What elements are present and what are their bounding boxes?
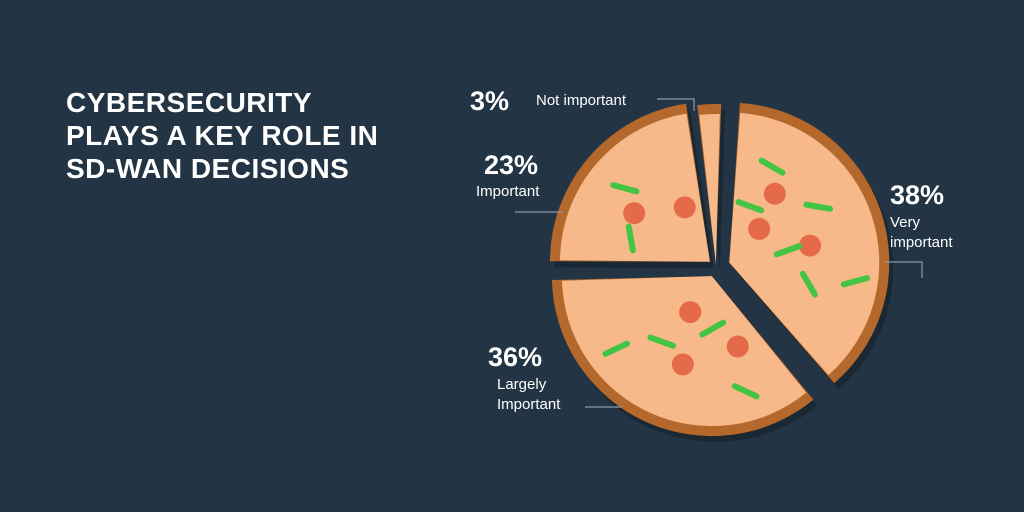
slice-percent-label: 23% <box>484 150 538 180</box>
herb-topping <box>731 383 760 400</box>
title-line-1: CYBERSECURITY <box>66 87 313 118</box>
title-line-3: SD-WAN DECISIONS <box>66 153 350 184</box>
pepperoni-topping <box>673 196 696 219</box>
herb-topping <box>840 275 870 288</box>
leader-line <box>657 98 695 111</box>
slice-label: 36% Largely Important <box>488 342 622 413</box>
herb-topping <box>803 201 834 212</box>
slice-category-label: Important <box>497 396 561 413</box>
herb-topping <box>647 334 677 349</box>
slice-label: 3% Not important <box>470 86 695 116</box>
slice-category-label: Not important <box>536 92 627 109</box>
slice-label: 38% Very important <box>885 180 953 278</box>
leader-line <box>885 261 923 278</box>
slice-category-label: Very <box>890 214 921 231</box>
pie-slice <box>549 103 714 268</box>
pie-labels: 38% Very important 36% Largely Important 23% Im… <box>470 86 953 413</box>
pepperoni-topping <box>623 202 646 225</box>
pie-slice <box>551 276 818 443</box>
page-title: CYBERSECURITY PLAYS A KEY ROLE IN SD-WAN… <box>66 86 378 185</box>
herb-topping <box>758 157 786 176</box>
pie-slice <box>697 104 726 271</box>
title-line-2: PLAYS A KEY ROLE IN <box>66 120 379 151</box>
slice-label: 23% Important <box>476 150 563 213</box>
pepperoni-topping <box>763 182 786 205</box>
pepperoni-topping <box>726 335 749 358</box>
herb-topping <box>625 223 636 254</box>
herb-topping <box>773 243 803 258</box>
slice-dough <box>559 113 710 262</box>
pepperoni-topping <box>679 301 702 324</box>
pepperoni-topping <box>671 353 694 376</box>
herb-topping <box>610 182 640 195</box>
slice-category-label: important <box>890 234 953 251</box>
herb-topping <box>699 319 727 338</box>
slice-category-label: Largely <box>497 376 547 393</box>
slice-percent-label: 38% <box>890 180 944 210</box>
herb-topping <box>602 340 631 357</box>
pepperoni-topping <box>799 234 822 257</box>
slice-dough <box>699 114 720 265</box>
slice-category-label: Important <box>476 183 540 200</box>
herb-topping <box>799 270 818 298</box>
pie-slices <box>549 102 894 443</box>
slice-percent-label: 36% <box>488 342 542 372</box>
herb-topping <box>735 199 765 214</box>
pepperoni-topping <box>748 217 771 240</box>
slice-percent-label: 3% <box>470 86 509 116</box>
pie-slice <box>729 102 894 390</box>
